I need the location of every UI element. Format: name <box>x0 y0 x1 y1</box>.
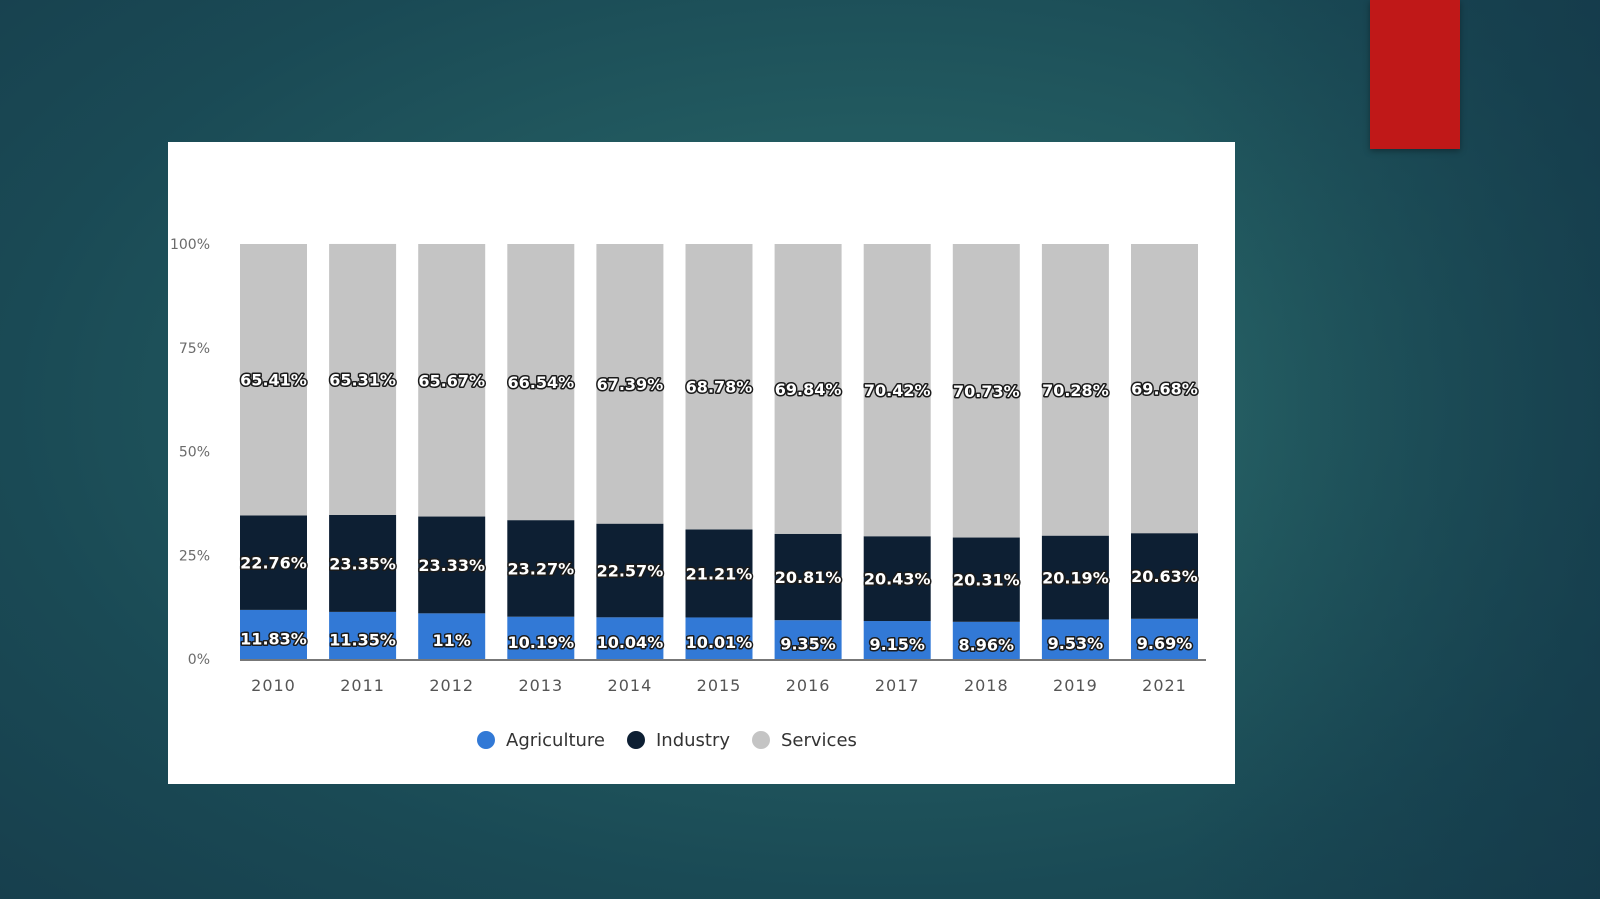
data-label-services: 69.68% <box>1131 380 1198 399</box>
x-tick-label: 2015 <box>697 676 742 695</box>
data-label-agriculture: 9.53% <box>1048 634 1104 653</box>
data-label-industry: 23.35% <box>329 554 396 573</box>
stacked-bar-chart: 0% 25% 50% 75% 100% 11.83% 22.76% 65.41% 11.35%… <box>170 237 1206 751</box>
legend: Agriculture Industry Services <box>477 730 857 751</box>
x-tick-label: 2019 <box>1053 676 1098 695</box>
bar-services <box>952 244 1020 538</box>
data-label-services: 68.78% <box>686 378 753 397</box>
data-label-services: 70.42% <box>864 381 931 400</box>
bar-industry <box>596 523 664 618</box>
data-label-agriculture: 10.19% <box>507 633 574 652</box>
data-label-agriculture: 10.04% <box>597 633 664 652</box>
data-label-industry: 22.76% <box>240 554 307 573</box>
data-label-industry: 20.63% <box>1131 567 1198 586</box>
data-label-agriculture: 9.35% <box>780 635 836 654</box>
x-axis-ticks: 2010 2011 2012 2013 2014 2015 2016 2017 2018 2019… <box>251 676 1187 695</box>
bar-services <box>685 244 753 530</box>
data-label-services: 65.31% <box>329 370 396 389</box>
bar-industry <box>774 533 842 621</box>
bar-agriculture <box>596 617 664 659</box>
bar-services <box>863 244 931 537</box>
x-tick-label: 2014 <box>608 676 653 695</box>
bar-agriculture <box>1131 618 1198 659</box>
legend-marker-agriculture <box>477 731 495 749</box>
data-label-agriculture: 11.35% <box>329 630 396 649</box>
y-tick-label: 0% <box>188 652 210 668</box>
data-label-industry: 21.21% <box>686 564 753 583</box>
data-label-agriculture: 10.01% <box>686 633 753 652</box>
data-label-agriculture: 9.15% <box>869 635 925 654</box>
bar-industry <box>507 520 575 617</box>
bar-agriculture <box>863 621 931 659</box>
x-tick-label: 2013 <box>518 676 563 695</box>
bar-agriculture <box>418 613 486 659</box>
bar-agriculture <box>774 620 842 659</box>
data-label-agriculture: 11.83% <box>240 629 307 648</box>
bar-services <box>240 244 307 516</box>
bar-industry <box>1041 535 1109 620</box>
bar-services <box>1131 244 1198 534</box>
bar-services <box>507 244 575 521</box>
bar-services <box>774 244 842 534</box>
data-label-services: 66.54% <box>507 373 574 392</box>
y-tick-label: 25% <box>179 548 210 564</box>
bar-agriculture <box>1041 619 1109 659</box>
bar-agriculture <box>329 611 397 659</box>
bar-industry <box>952 537 1020 622</box>
x-tick-label: 2011 <box>340 676 385 695</box>
x-tick-label: 2018 <box>964 676 1009 695</box>
legend-label-services: Services <box>781 730 857 751</box>
data-label-industry: 23.33% <box>418 556 485 575</box>
data-label-services: 65.41% <box>240 371 307 390</box>
data-label-industry: 20.31% <box>953 571 1020 590</box>
data-label-services: 65.67% <box>418 371 485 390</box>
data-label-services: 67.39% <box>597 375 664 394</box>
data-label-industry: 20.81% <box>775 568 842 587</box>
data-label-services: 70.73% <box>953 382 1020 401</box>
bar-agriculture <box>507 616 575 659</box>
data-label-agriculture: 9.69% <box>1137 634 1193 653</box>
bar-services <box>418 244 486 517</box>
bar-industry <box>685 529 753 618</box>
slide-background-shade <box>1180 0 1600 899</box>
data-label-services: 69.84% <box>775 380 842 399</box>
bar-industry <box>240 515 307 610</box>
bars-group <box>240 243 1198 659</box>
bar-agriculture <box>240 609 307 659</box>
bar-industry <box>1131 533 1198 619</box>
y-tick-label: 75% <box>179 341 210 357</box>
data-label-services: 70.28% <box>1042 381 1109 400</box>
data-label-industry: 20.19% <box>1042 569 1109 588</box>
x-tick-label: 2021 <box>1142 676 1187 695</box>
legend-label-agriculture: Agriculture <box>506 730 605 751</box>
data-label-industry: 20.43% <box>864 570 931 589</box>
x-tick-label: 2016 <box>786 676 831 695</box>
bar-industry <box>418 516 486 614</box>
bar-industry <box>329 514 397 612</box>
bar-agriculture <box>952 621 1020 659</box>
legend-marker-services <box>752 731 770 749</box>
chart-panel: 0% 25% 50% 75% 100% 11.83% 22.76% 65.41% 11.35%… <box>168 142 1235 784</box>
bar-services <box>329 243 397 515</box>
bar-agriculture <box>685 617 753 659</box>
legend-marker-industry <box>627 731 645 749</box>
data-labels-group: 11.83% 22.76% 65.41% 11.35% 23.35% 65.31% 11% 2… <box>239 369 1200 656</box>
x-tick-label: 2010 <box>251 676 296 695</box>
bar-services <box>1041 244 1109 536</box>
data-label-industry: 22.57% <box>597 562 664 581</box>
y-tick-label: 50% <box>179 445 210 461</box>
legend-label-industry: Industry <box>656 730 730 751</box>
data-label-agriculture: 8.96% <box>959 635 1015 654</box>
y-axis-ticks: 0% 25% 50% 75% 100% <box>170 237 210 668</box>
data-label-agriculture: 11% <box>433 631 471 650</box>
data-label-industry: 23.27% <box>507 559 574 578</box>
x-tick-label: 2017 <box>875 676 920 695</box>
accent-bar <box>1370 0 1460 149</box>
bar-industry <box>863 536 931 622</box>
x-tick-label: 2012 <box>429 676 474 695</box>
bar-services <box>596 244 664 524</box>
y-tick-label: 100% <box>170 237 210 253</box>
